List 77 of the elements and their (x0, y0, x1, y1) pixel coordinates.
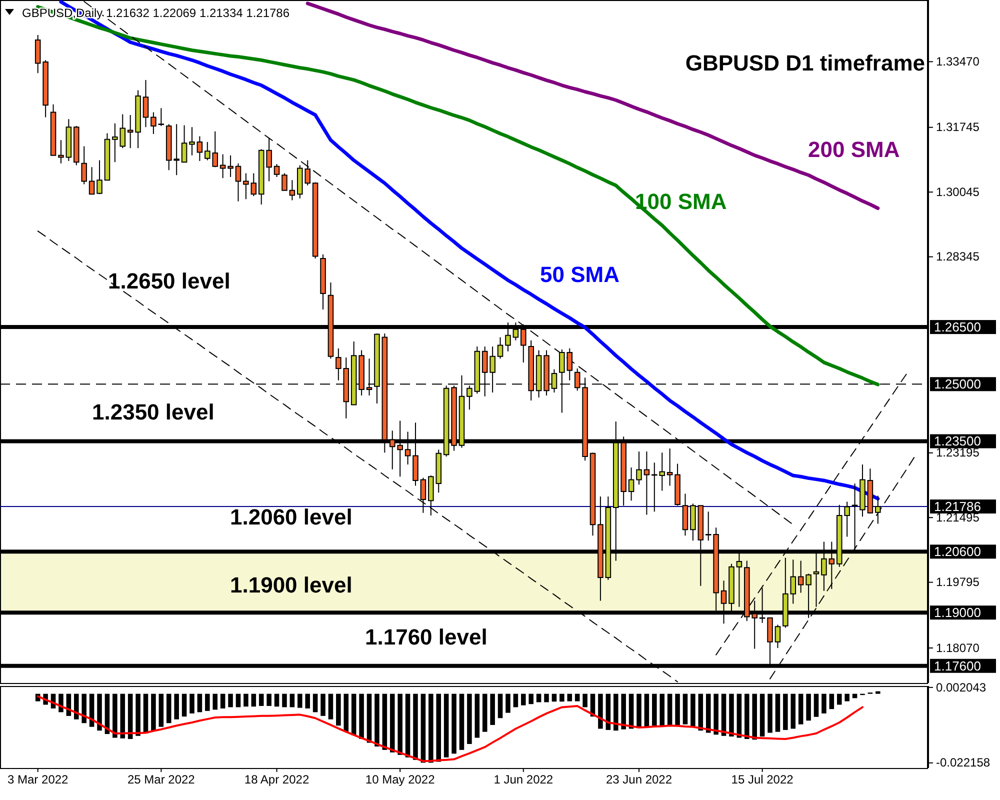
x-tick-label: 10 May 2022 (365, 772, 436, 787)
candlestick (497, 336, 504, 360)
candlestick (274, 164, 280, 178)
candlestick (181, 124, 188, 163)
x-tick-label: 23 Jun 2022 (606, 772, 672, 787)
candlestick (34, 34, 41, 74)
candlestick (690, 503, 696, 542)
candlestick (490, 346, 496, 394)
ref-line-label: 1.19000 (934, 605, 981, 620)
candlestick (135, 90, 141, 149)
y-tick-label: 1.18070 (936, 640, 980, 655)
candlestick (289, 180, 296, 201)
text: GBPUSD D1 timeframe (685, 50, 925, 76)
candlestick (189, 126, 195, 156)
y-tick-label: -0.022158 (936, 756, 990, 770)
candlestick (590, 452, 596, 536)
candlestick (875, 495, 881, 524)
annotation: 1.1900 level (230, 572, 352, 598)
x-tick-label: 15 Jul 2022 (731, 772, 794, 787)
candlestick (42, 60, 48, 118)
candlestick (88, 166, 95, 195)
x-tick-label: 25 Mar 2022 (127, 772, 196, 787)
y-tick-label: 1.31745 (936, 120, 980, 134)
candlestick (258, 148, 264, 205)
y-tick-label: 0.002043 (936, 680, 986, 694)
candlestick (644, 451, 650, 516)
candlestick (228, 154, 234, 178)
annotation: 1.1760 level (365, 624, 488, 650)
candlestick (666, 448, 673, 486)
candlestick (50, 104, 56, 156)
x-tick-label: 3 Mar 2022 (8, 772, 69, 787)
candlestick (196, 136, 203, 162)
candlestick (266, 138, 272, 182)
candlestick (867, 468, 874, 514)
annotation: 1.2060 level (230, 504, 352, 530)
ref-line-label: 1.26500 (934, 320, 981, 335)
candlestick (674, 463, 680, 506)
y-tick-label: 1.19795 (936, 575, 980, 590)
candlestick (150, 112, 156, 135)
candlestick (250, 172, 257, 197)
candlestick (282, 172, 288, 191)
candlestick (705, 511, 712, 542)
candlestick (798, 560, 804, 594)
candlestick (312, 182, 318, 260)
series-label: 50 SMA (540, 262, 620, 287)
candlestick (320, 254, 326, 310)
ref-line-label: 1.25000 (934, 376, 981, 392)
candlestick (235, 162, 242, 202)
candlestick (860, 464, 866, 518)
candlestick (774, 624, 781, 648)
candlestick (158, 108, 164, 127)
candlestick (628, 467, 634, 502)
candlestick (420, 477, 426, 514)
candlestick (682, 493, 688, 536)
candlestick (636, 451, 642, 486)
candlestick (81, 146, 87, 185)
candlestick (142, 79, 149, 128)
candlestick (74, 126, 80, 166)
candlestick (66, 118, 72, 162)
candlestick (58, 140, 64, 164)
annotation: 1.2350 level (92, 400, 214, 424)
series-label: 200 SMA (808, 137, 900, 162)
candlestick (104, 132, 110, 181)
y-tick-label: 1.28345 (936, 250, 980, 264)
series-label: 100 SMA (635, 189, 727, 214)
y-tick-label: 1.30045 (936, 184, 980, 199)
candlestick (96, 160, 102, 195)
annotation: 1.2650 level (108, 268, 230, 294)
candlestick (243, 172, 249, 200)
candlestick (127, 114, 134, 149)
x-tick-label: 18 Apr 2022 (244, 772, 310, 787)
candlestick (220, 154, 226, 179)
line-series (36, 695, 864, 762)
y-tick-label: 1.33470 (936, 54, 980, 69)
x-tick-label: 1 Jun 2022 (494, 772, 554, 787)
ref-line-label: 1.17600 (934, 658, 981, 674)
ref-line-label: 1.20600 (934, 544, 981, 560)
